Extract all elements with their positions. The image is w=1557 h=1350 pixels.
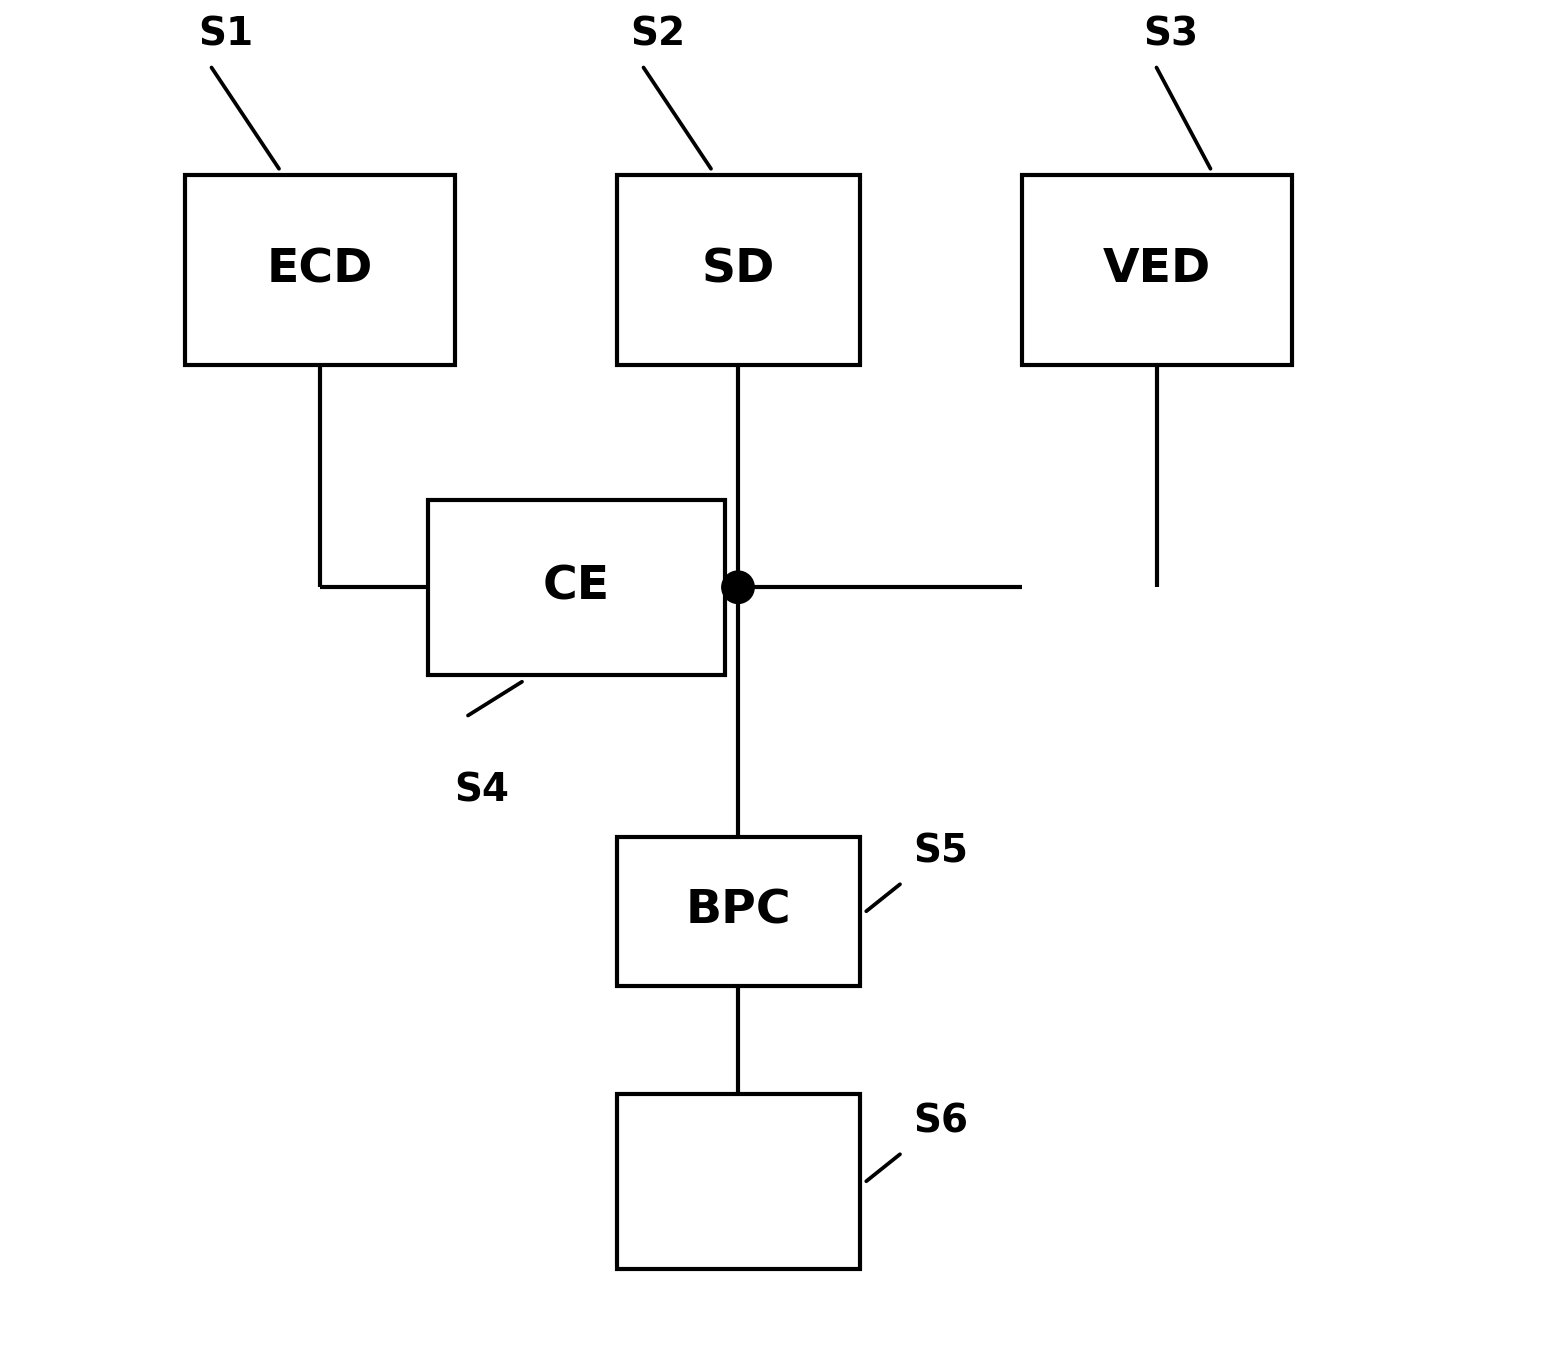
- Bar: [1021, 176, 1291, 364]
- Text: S2: S2: [631, 16, 685, 54]
- Bar: [617, 837, 859, 986]
- Bar: [617, 1094, 859, 1269]
- Bar: [428, 500, 724, 675]
- Text: ECD: ECD: [266, 247, 372, 293]
- Text: SD: SD: [701, 247, 775, 293]
- Text: CE: CE: [542, 564, 609, 610]
- Bar: [184, 176, 455, 364]
- Text: VED: VED: [1102, 247, 1211, 293]
- Text: S5: S5: [914, 833, 968, 871]
- Text: S6: S6: [914, 1103, 968, 1141]
- Text: S1: S1: [198, 16, 254, 54]
- Circle shape: [722, 571, 754, 603]
- Text: S3: S3: [1143, 16, 1199, 54]
- Bar: [617, 176, 859, 364]
- Text: S4: S4: [455, 772, 509, 810]
- Text: BPC: BPC: [685, 888, 791, 934]
